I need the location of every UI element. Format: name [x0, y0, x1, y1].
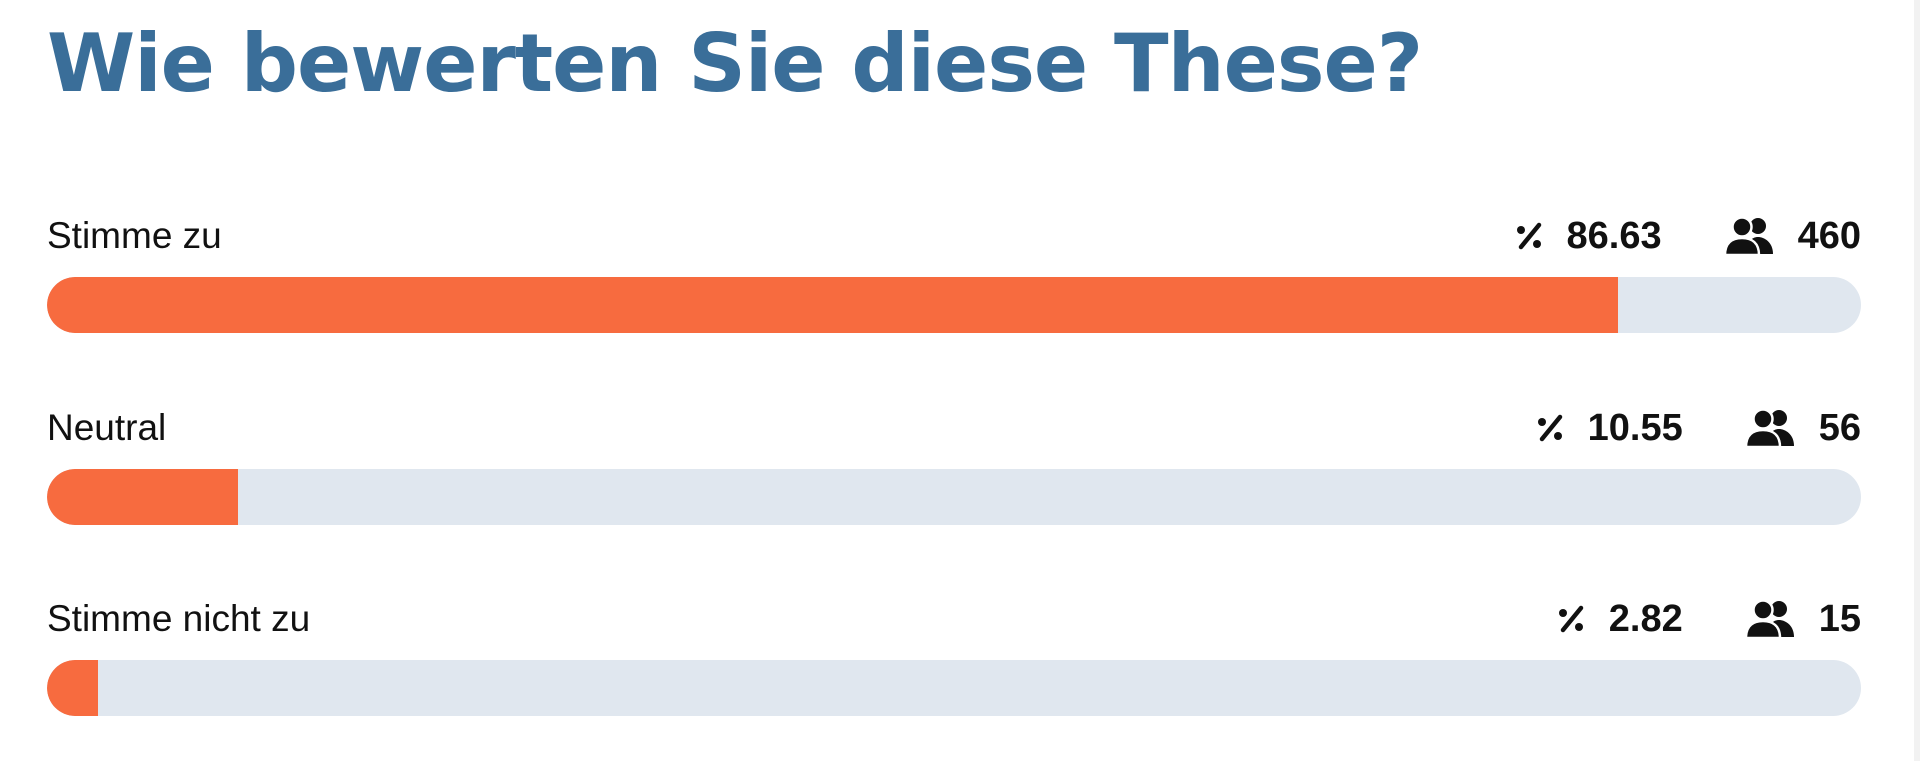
poll-option: Stimme zu 86.63	[47, 206, 1861, 346]
votes-value: 56	[1818, 407, 1861, 449]
progress-bar-track	[47, 277, 1861, 333]
page-edge-divider	[1914, 0, 1920, 761]
percent-icon	[1534, 412, 1566, 444]
poll-option-header: Stimme zu 86.63	[47, 206, 1861, 266]
percent-value: 2.82	[1608, 598, 1683, 640]
percent-icon	[1555, 603, 1587, 635]
progress-bar-track	[47, 469, 1861, 525]
poll-option-stats: 2.82 15	[1555, 589, 1861, 649]
poll-option-label: Stimme zu	[47, 215, 222, 256]
votes-value: 460	[1797, 215, 1861, 257]
percent-value: 10.55	[1587, 407, 1683, 449]
users-icon	[1723, 216, 1776, 257]
poll-option-stats: 86.63 460	[1513, 206, 1861, 266]
percent-icon	[1513, 220, 1545, 252]
progress-bar-fill	[47, 277, 1619, 333]
percent-value: 86.63	[1566, 215, 1662, 257]
users-icon	[1744, 599, 1797, 640]
poll-option-header: Stimme nicht zu 2.82	[47, 589, 1861, 649]
progress-bar-fill	[47, 469, 239, 525]
votes-value: 15	[1818, 598, 1861, 640]
poll-option-stats: 10.55 56	[1534, 398, 1861, 458]
poll-option-header: Neutral 10.55	[47, 398, 1861, 458]
poll-option-label: Neutral	[47, 407, 167, 448]
poll-option-label: Stimme nicht zu	[47, 598, 311, 639]
poll-option: Stimme nicht zu 2.82	[47, 589, 1861, 729]
poll-widget: Wie bewerten Sie diese These? Stimme zu …	[47, 0, 1861, 761]
progress-bar-fill	[47, 660, 99, 716]
poll-title: Wie bewerten Sie diese These?	[47, 17, 1423, 110]
poll-option: Neutral 10.55	[47, 398, 1861, 538]
progress-bar-track	[47, 660, 1861, 716]
users-icon	[1744, 408, 1797, 449]
